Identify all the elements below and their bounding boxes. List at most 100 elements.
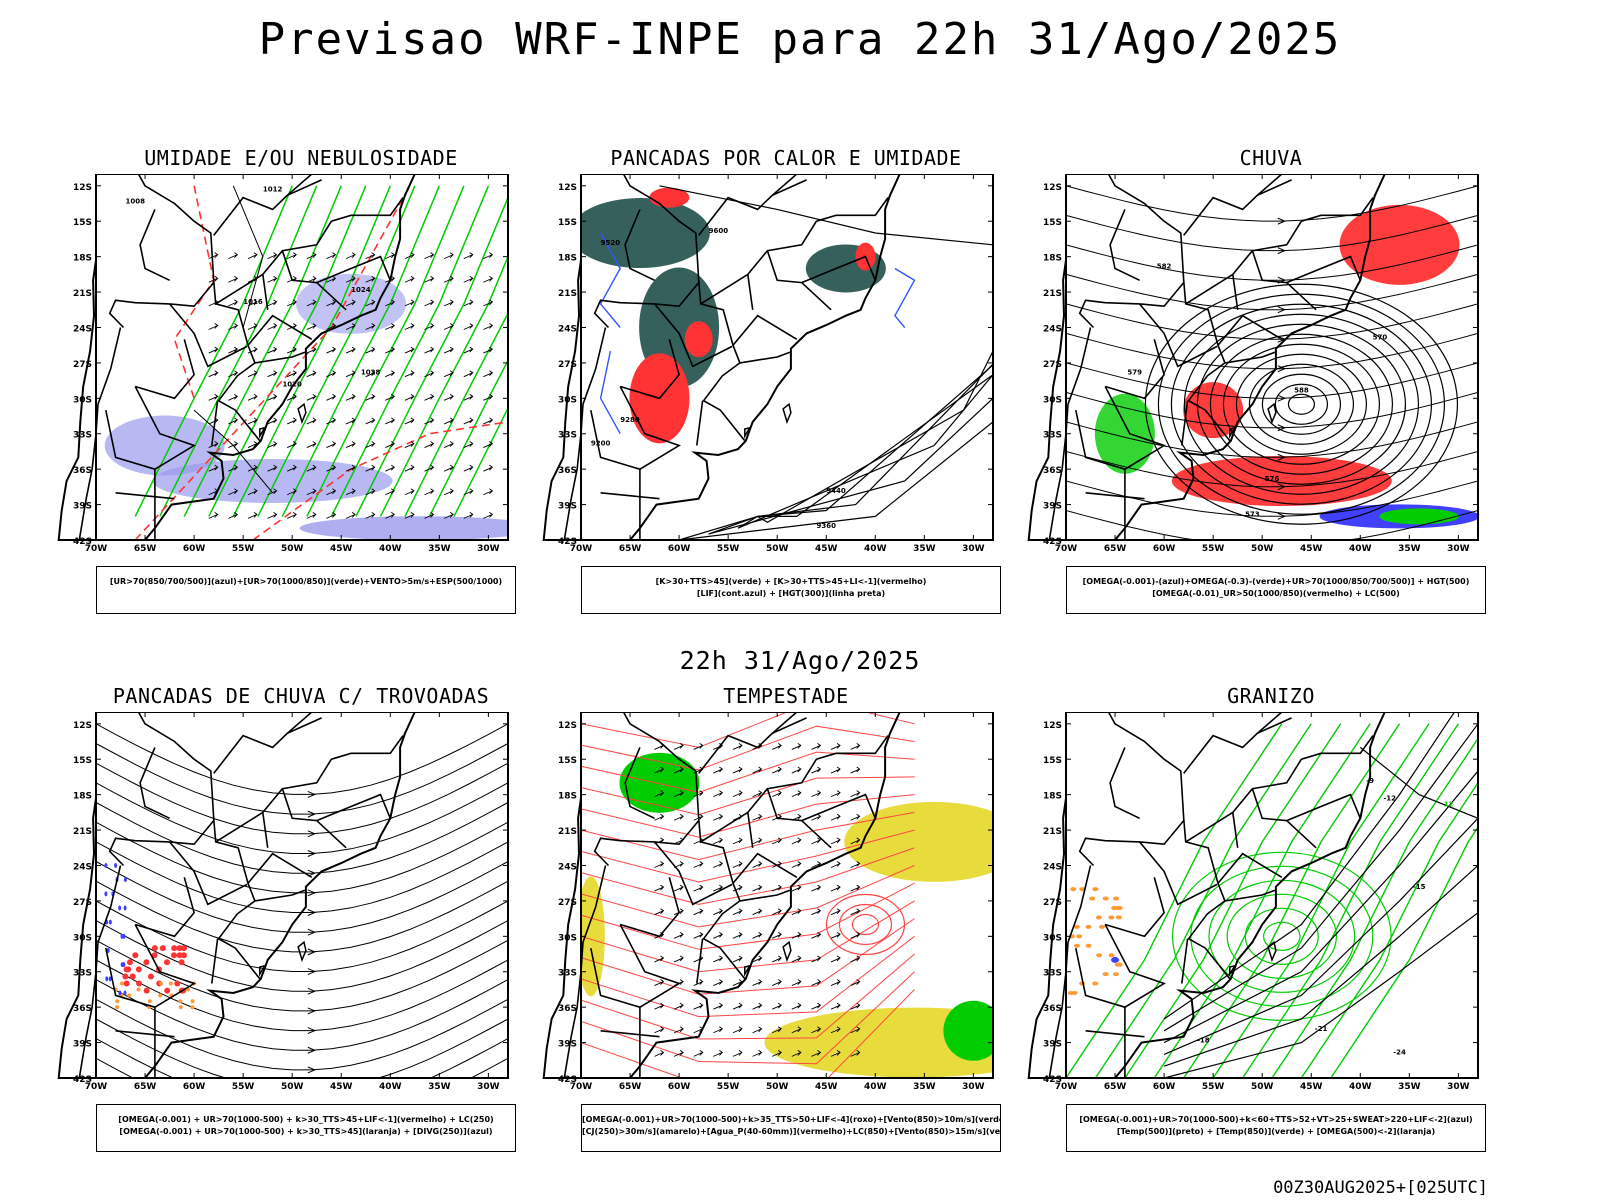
- storm-red-dot: [123, 980, 130, 987]
- wind-vector: [208, 512, 219, 519]
- temp850-green-contour: [1330, 825, 1478, 1078]
- lagoon: [782, 940, 792, 963]
- border-line: [105, 924, 196, 1009]
- wind-vector: [732, 790, 743, 798]
- wind-vector: [732, 955, 743, 963]
- wind-vector: [483, 370, 494, 378]
- humidity-green-contour: [281, 185, 440, 517]
- storm-red-dot: [147, 973, 154, 980]
- wind-vector: [654, 1050, 665, 1057]
- wind-vector: [267, 417, 278, 425]
- omega-orange-dot: [1085, 943, 1092, 948]
- border-line: [211, 938, 219, 984]
- omega-orange-dot: [1076, 934, 1083, 939]
- wind-vector: [463, 323, 474, 330]
- wind-vector: [443, 275, 454, 283]
- lon-label: 50W: [766, 1082, 789, 1092]
- contour-label: 573: [1245, 510, 1260, 518]
- lat-label: 33S: [73, 431, 92, 441]
- border-line: [1138, 303, 1218, 368]
- hgt-contour: [659, 185, 993, 246]
- hail-blue-dot: [1111, 956, 1120, 963]
- lat-label: 42S: [558, 1075, 577, 1085]
- temp850-green-contour: [1183, 723, 1401, 1078]
- hgt-contour: [757, 350, 993, 523]
- streamline: [1066, 214, 1478, 252]
- lon-label: 50W: [766, 544, 789, 554]
- storm-red-dot: [176, 945, 183, 952]
- lat-label: 36S: [558, 466, 577, 476]
- wind-vector: [830, 931, 841, 939]
- streamline-arrow: [307, 810, 317, 818]
- storm-orange-dot: [136, 987, 141, 992]
- border-line: [747, 274, 754, 310]
- wind-vector: [693, 955, 704, 963]
- lon-label: 55W: [1202, 1082, 1225, 1092]
- streamline: [96, 861, 508, 933]
- wind-vector: [385, 512, 395, 519]
- lc850-red-contour: [581, 712, 915, 748]
- border-line: [771, 174, 798, 196]
- lat-label: 36S: [558, 1004, 577, 1014]
- border-line: [739, 351, 791, 364]
- lon-label: 55W: [717, 1082, 740, 1092]
- forecast-run-footer: 00Z30AUG2025+[025UTC]: [1273, 1178, 1488, 1198]
- streamline: [96, 939, 508, 1012]
- streamline-arrow: [307, 987, 317, 995]
- wind-vector: [306, 323, 317, 330]
- streamline-arrow: [1277, 217, 1287, 225]
- wind-vector: [811, 908, 822, 916]
- storm-red-dot: [180, 952, 187, 959]
- lon-label: 55W: [232, 544, 255, 554]
- wind-vector: [404, 488, 415, 496]
- panel-pancadas-calor: PANCADAS POR CALOR E UMIDADE 9600 9520 944…: [541, 146, 1031, 636]
- lc850-red-contour: [581, 900, 915, 973]
- isobar: [232, 185, 264, 328]
- contour-label: 9360: [816, 522, 836, 530]
- omega-orange-dot: [1073, 924, 1080, 929]
- lc850-red-contour: [581, 865, 915, 928]
- lat-label: 27S: [1043, 898, 1062, 908]
- wind-vector: [287, 488, 297, 496]
- lon-label: 65W: [1104, 1082, 1127, 1092]
- wind-vector: [208, 441, 219, 448]
- lat-label: 36S: [73, 466, 92, 476]
- storm-red-dot: [181, 945, 188, 952]
- wind-vector: [404, 464, 415, 472]
- lat-label: 24S: [73, 324, 92, 334]
- streamline: [1066, 391, 1478, 429]
- coastline: [542, 712, 901, 1079]
- streamline: [96, 762, 508, 835]
- wind-vector: [267, 441, 278, 448]
- omega-orange-dot: [1092, 981, 1099, 986]
- humidity-green-contour: [134, 185, 293, 517]
- wind-vector: [385, 370, 395, 378]
- border-line: [286, 712, 313, 734]
- wind-vector: [424, 512, 435, 519]
- wind-vector: [228, 370, 239, 378]
- wind-vector: [287, 346, 297, 354]
- border-line: [115, 492, 175, 500]
- divergence-blue-dot: [104, 891, 108, 897]
- divergence-blue-dot: [118, 905, 122, 911]
- border-line: [1185, 220, 1303, 305]
- wind-vector: [247, 299, 258, 307]
- lc850-red-contour: [851, 913, 880, 936]
- wind-vector: [306, 464, 317, 472]
- wind-vector: [424, 275, 435, 283]
- omega-orange-dot: [1108, 953, 1115, 958]
- streamline: [96, 979, 508, 1051]
- wind-vector: [654, 766, 665, 774]
- storm-red-dot: [151, 945, 158, 952]
- storm-red-dot: [143, 987, 150, 994]
- wind-vector: [228, 393, 239, 401]
- storm-red-dot: [125, 966, 132, 973]
- wind-vector: [673, 1002, 684, 1010]
- wind-vector: [267, 275, 278, 283]
- mid-date: 22h 31/Ago/2025: [679, 646, 921, 675]
- wind-vector: [345, 393, 356, 401]
- wind-vector: [345, 252, 356, 260]
- storm-orange-dot: [168, 981, 173, 986]
- wind-vector: [404, 417, 415, 425]
- streamline: [96, 841, 508, 913]
